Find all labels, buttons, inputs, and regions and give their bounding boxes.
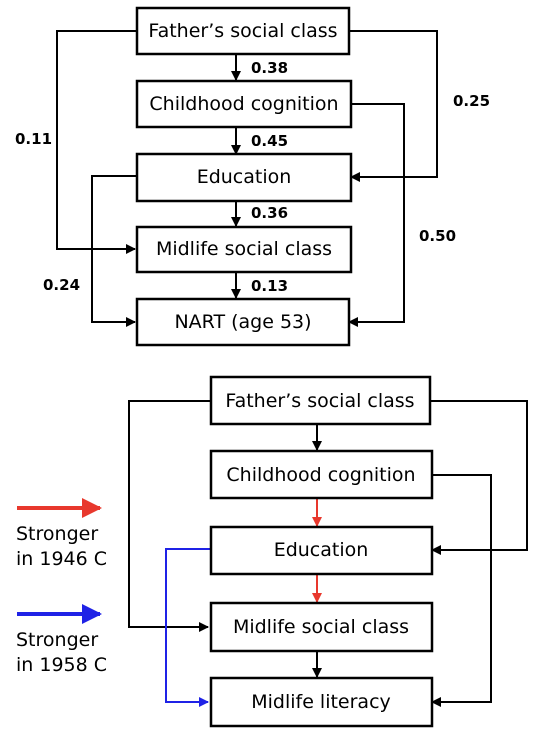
arrow-education-to-literacy-blue [166,549,211,702]
box-midlife-literacy: Midlife literacy [211,678,432,726]
diagram-b: Father’s social class Childhood cognitio… [129,377,527,726]
box-label: Father’s social class [225,390,414,412]
legend-red-line1: Stronger [16,523,98,545]
box-nart-age-53: NART (age 53) [137,299,349,345]
coef-childhood-to-education: 0.45 [251,132,288,150]
coef-midlife-to-nart: 0.13 [251,277,288,295]
legend-blue-line1: Stronger [16,629,98,651]
box-midlife-social-class: Midlife social class [211,603,432,651]
coef-father-to-childhood: 0.38 [251,59,288,77]
diagram-a: Father’s social class Childhood cognitio… [15,8,490,345]
box-midlife-social-class: Midlife social class [137,227,351,272]
legend-red: Stronger in 1946 C [16,508,107,570]
box-label: NART (age 53) [174,311,311,333]
arrow-childhood-to-literacy [432,475,491,702]
legend-red-line2: in 1946 C [16,548,107,570]
box-education: Education [211,527,432,574]
legend: Stronger in 1946 C Stronger in 1958 C [16,508,107,676]
arrow-father-to-midlife [129,401,211,627]
box-label: Education [197,166,292,188]
arrow-childhood-to-nart [349,104,404,322]
legend-blue: Stronger in 1958 C [16,614,107,676]
arrow-father-to-midlife [57,31,137,249]
box-fathers-social-class: Father’s social class [211,377,430,424]
box-education: Education [137,154,351,201]
box-label: Childhood cognition [149,93,338,115]
coef-education-to-midlife: 0.36 [251,204,288,222]
box-label: Education [274,539,369,561]
box-label: Midlife literacy [251,691,391,713]
box-childhood-cognition: Childhood cognition [137,81,351,127]
box-fathers-social-class: Father’s social class [137,8,349,54]
box-label: Father’s social class [148,20,337,42]
coef-father-to-midlife: 0.11 [15,130,52,148]
box-label: Midlife social class [156,238,332,260]
box-label: Midlife social class [233,616,409,638]
box-label: Childhood cognition [226,464,415,486]
legend-blue-line2: in 1958 C [16,654,107,676]
coef-education-to-nart: 0.24 [43,276,80,294]
box-childhood-cognition: Childhood cognition [211,451,432,498]
coef-childhood-to-nart: 0.50 [419,227,456,245]
coef-father-to-education: 0.25 [453,92,490,110]
